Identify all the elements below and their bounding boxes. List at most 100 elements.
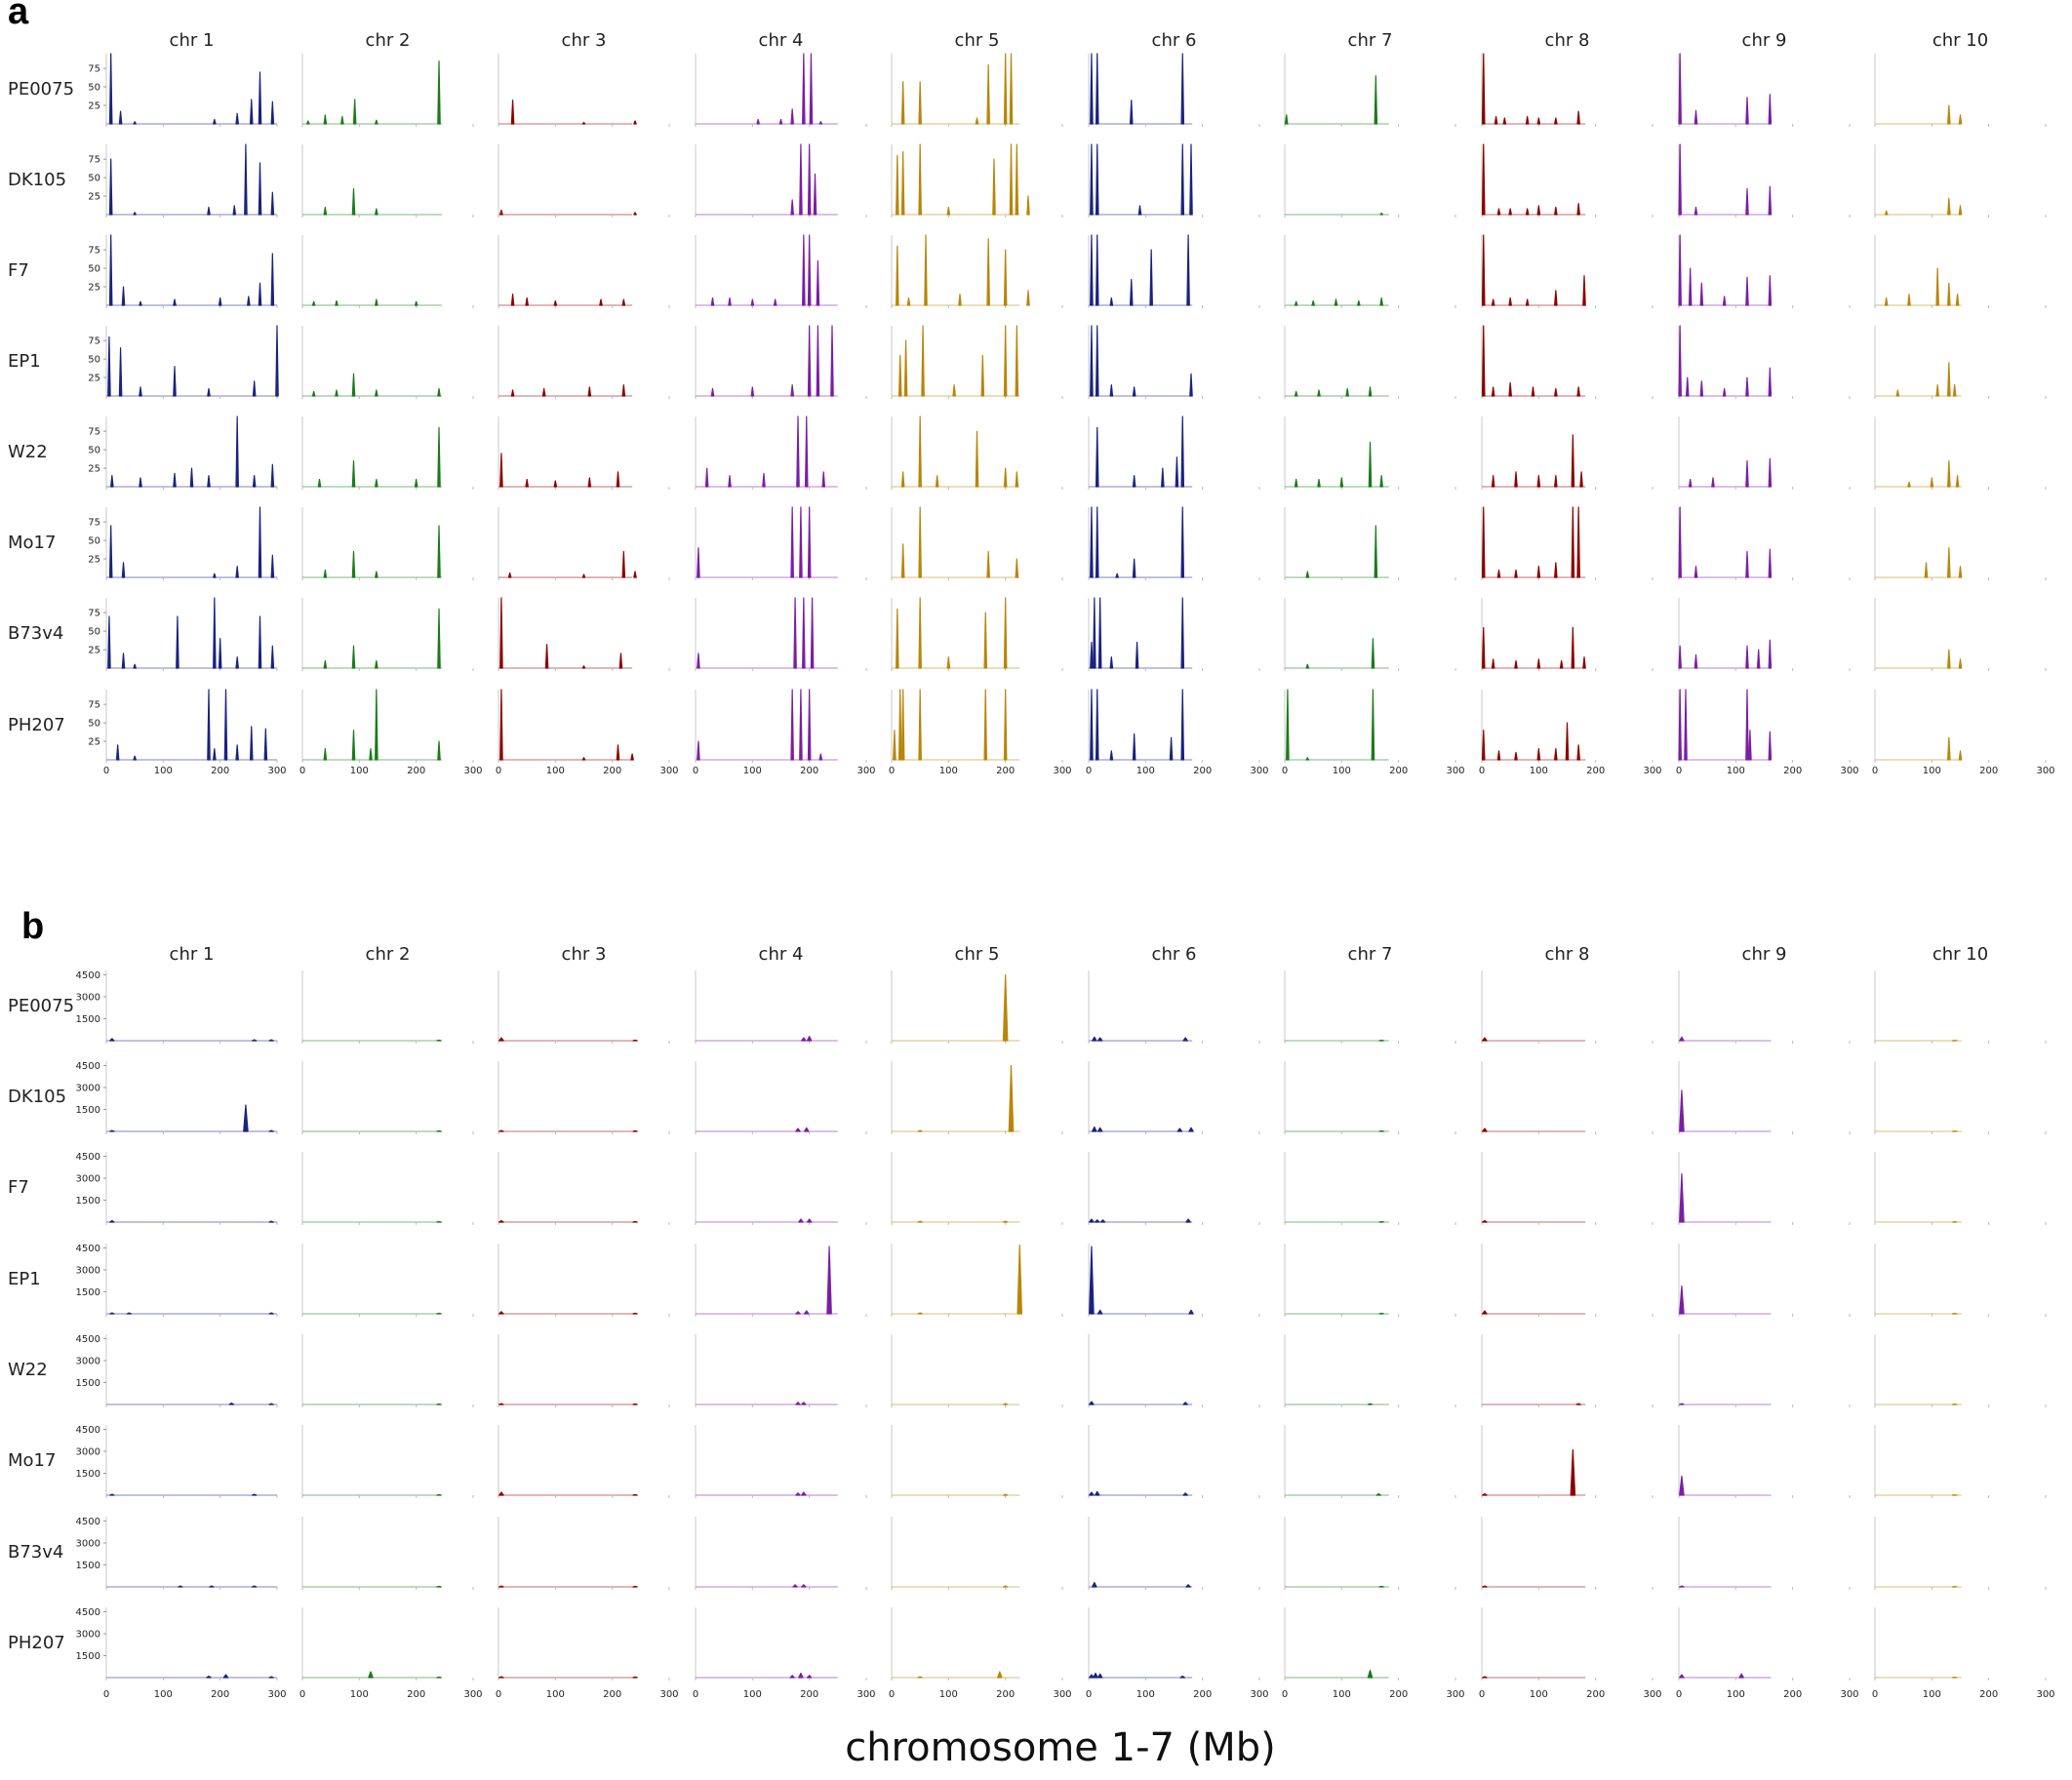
peak [306, 120, 310, 125]
peak [1768, 367, 1773, 397]
subplot [1874, 144, 2047, 218]
peak [1305, 571, 1310, 578]
peak [1693, 653, 1698, 669]
peak [1678, 53, 1682, 125]
subplot [1481, 1334, 1654, 1407]
peak [1947, 459, 1951, 488]
peak [1482, 1219, 1488, 1223]
peak [1745, 276, 1749, 306]
peak [1305, 663, 1310, 669]
chromosome-title: chr 7 [1348, 30, 1393, 51]
x-tick-label: 200 [407, 1689, 425, 1700]
peak [1679, 1475, 1685, 1496]
peak [1947, 197, 1951, 216]
peak [207, 206, 211, 216]
peak [317, 478, 322, 488]
subplot [1678, 1517, 1851, 1590]
y-tick-label: 4500 [76, 1152, 100, 1163]
peak [258, 615, 262, 669]
subplot [695, 1334, 867, 1407]
peak [323, 114, 328, 125]
subplot [301, 970, 474, 1044]
chromosome-title: chr 3 [562, 944, 607, 965]
x-tick-label: 100 [743, 1689, 762, 1700]
subplot [695, 53, 867, 127]
peak [1286, 689, 1290, 761]
peak [1378, 1220, 1384, 1223]
peak [1481, 143, 1486, 216]
x-tick-label: 0 [1676, 1689, 1682, 1700]
peak [830, 325, 834, 397]
x-tick-label: 200 [1586, 766, 1605, 776]
y-tick-label: 3000 [76, 1539, 100, 1550]
y-tick-label: 4500 [76, 1517, 100, 1527]
peak [1947, 736, 1951, 761]
peak [1711, 477, 1715, 488]
peak [900, 689, 905, 761]
line-label: W22 [8, 442, 48, 462]
peak [544, 644, 549, 669]
chromosome-title: chr 6 [1152, 30, 1197, 51]
peak [1482, 1492, 1488, 1496]
line-label: PE0075 [8, 79, 74, 99]
peak [1554, 387, 1558, 397]
peak [243, 1104, 249, 1132]
peak [1169, 736, 1174, 761]
subplot [1088, 143, 1260, 218]
subplot [1678, 1152, 1851, 1225]
subplot [1088, 1607, 1260, 1681]
y-tick-label: 3000 [76, 1357, 100, 1367]
x-tick-label: 300 [1643, 766, 1661, 776]
peak [900, 150, 905, 216]
peak [268, 1312, 274, 1315]
subplot [498, 326, 670, 399]
peak [108, 53, 113, 125]
x-tick-label: 100 [939, 1689, 958, 1700]
chromosome-title: chr 5 [955, 30, 1000, 51]
subplot [301, 416, 474, 490]
peak [351, 187, 356, 216]
peak [1536, 205, 1541, 216]
peak [510, 389, 515, 397]
peak [1768, 457, 1773, 488]
peak [207, 475, 211, 488]
x-tick-label: 200 [1783, 1689, 1802, 1700]
peak [1571, 626, 1575, 669]
chromosome-title: chr 1 [170, 30, 215, 51]
peak [1093, 1672, 1098, 1679]
x-tick-label: 0 [496, 1689, 501, 1700]
peak [525, 478, 529, 488]
peak [1189, 373, 1193, 397]
subplot [1284, 1152, 1456, 1225]
peak [235, 656, 239, 669]
subplot [498, 970, 670, 1044]
subplot: 25 50 75 [88, 415, 278, 490]
peak [498, 1219, 504, 1223]
subplot [1874, 1517, 2047, 1590]
peak [498, 1585, 504, 1588]
peak [1693, 109, 1698, 125]
y-tick-label: 1500 [76, 1469, 100, 1480]
peak [917, 1129, 923, 1132]
peak [1089, 1401, 1095, 1405]
peak [218, 297, 222, 306]
peak [437, 59, 441, 125]
x-tick-label: 300 [463, 766, 482, 776]
peak [1745, 376, 1749, 397]
peak [1481, 730, 1486, 761]
panel-letter-a: a [8, 0, 29, 32]
subplot [1284, 970, 1456, 1044]
x-tick-label: 0 [496, 766, 501, 776]
peak [1678, 689, 1682, 761]
subplot [1284, 235, 1456, 308]
x-tick-label: 0 [1086, 1689, 1092, 1700]
subplot [1481, 234, 1654, 308]
peak [795, 1402, 801, 1405]
subplot [1088, 1061, 1260, 1134]
peak [235, 566, 239, 578]
peak [1182, 1037, 1188, 1042]
subplot [891, 1517, 1063, 1590]
x-tick-label: 0 [1872, 1689, 1878, 1700]
subplot [1678, 325, 1851, 399]
peak [1952, 384, 1957, 397]
